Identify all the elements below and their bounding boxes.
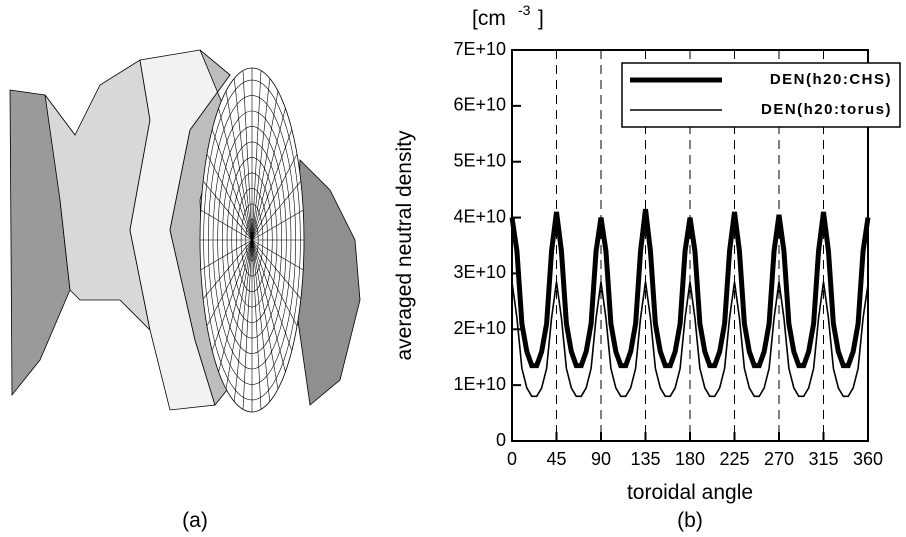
x-tick-label: 270: [764, 449, 794, 469]
x-axis-label: toroidal angle: [627, 481, 753, 504]
y-unit-close: ]: [538, 7, 544, 30]
y-tick-label: 2E+10: [453, 318, 506, 338]
x-tick-label: 135: [630, 449, 660, 469]
y-tick-label: 5E+10: [453, 150, 506, 170]
y-tick-label: 6E+10: [453, 95, 506, 115]
x-tick-label: 90: [591, 449, 611, 469]
figure: (a) 0 45 90 135 180 225 270 315 360 0 1E+10 2E+10 3E…: [0, 0, 906, 537]
y-axis-label: averaged neutral density: [393, 130, 416, 360]
legend-label: DEN(h20:torus): [761, 101, 892, 118]
y-unit-exponent: -3: [518, 2, 531, 18]
x-tick-label: 360: [853, 449, 883, 469]
y-tick-label: 4E+10: [453, 206, 506, 226]
y-unit-open: [cm: [472, 7, 506, 30]
panel-caption: (b): [677, 509, 703, 532]
y-tick-label: 0: [496, 430, 506, 450]
panel-caption: (a): [182, 509, 208, 532]
surface-patch: [295, 160, 360, 405]
y-tick-label: 3E+10: [453, 262, 506, 282]
stellarator-rendering: [10, 50, 360, 412]
x-tick-label: 180: [675, 449, 705, 469]
y-tick-label: 1E+10: [453, 374, 506, 394]
x-tick-label: 45: [546, 449, 566, 469]
legend-label: DEN(h20:CHS): [770, 71, 892, 88]
x-tick-label: 315: [808, 449, 838, 469]
x-tick-label: 225: [719, 449, 749, 469]
x-tick-label: 0: [507, 449, 517, 469]
y-tick-label: 7E+10: [453, 39, 506, 59]
